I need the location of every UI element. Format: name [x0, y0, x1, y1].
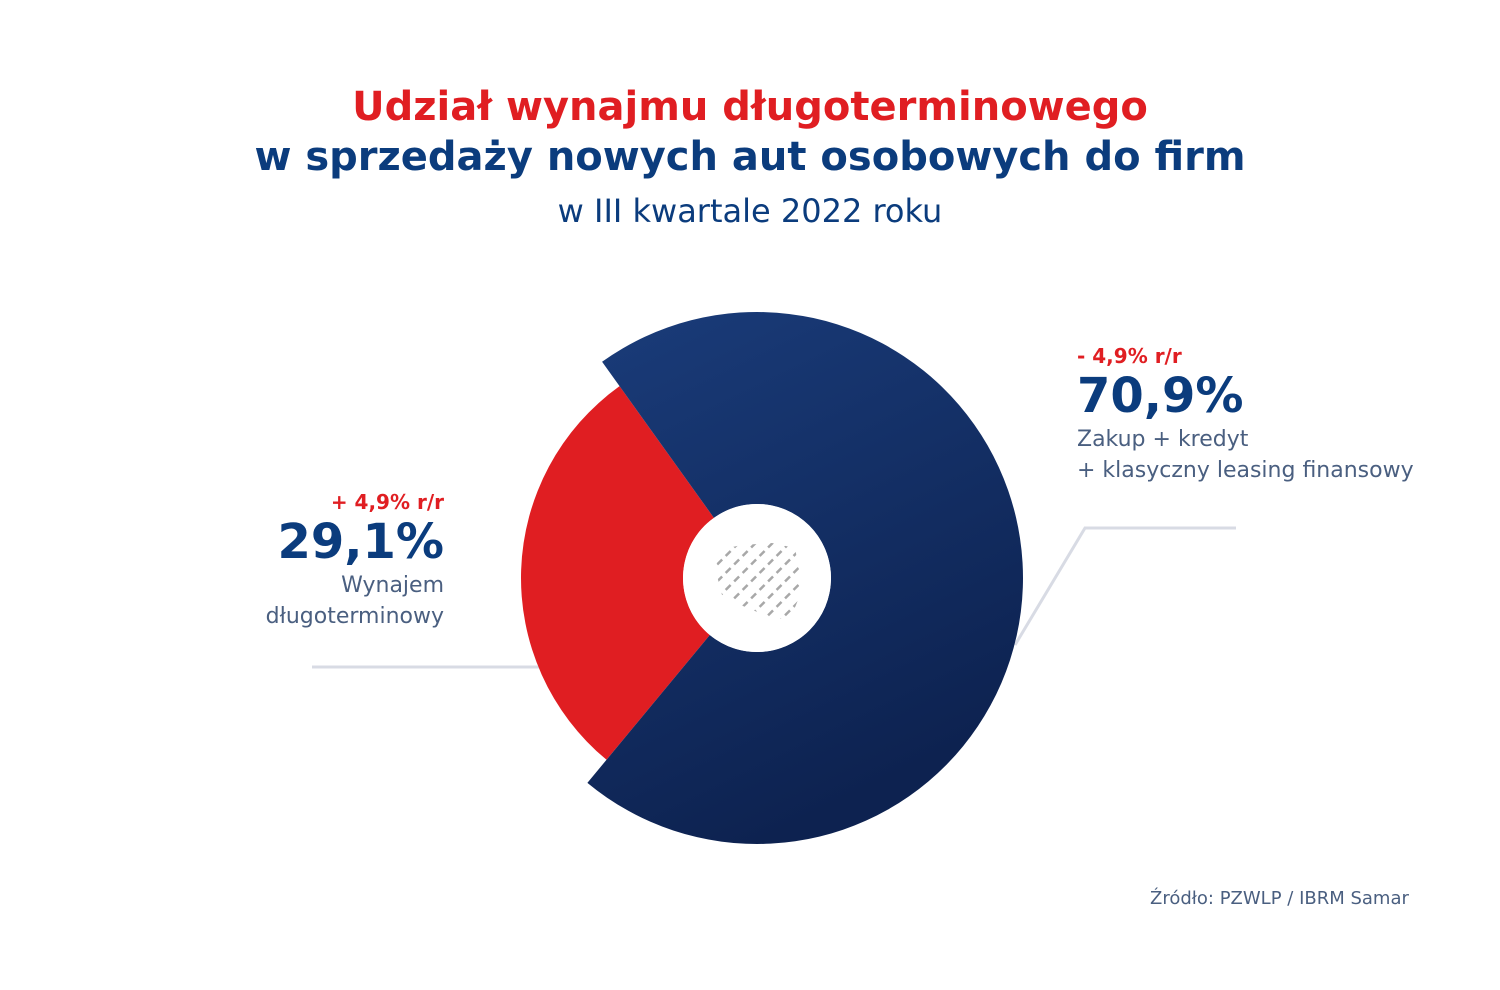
desc-line: Zakup + kredyt [1077, 427, 1249, 452]
source-note: Źródło: PZWLP / IBRM Samar [1150, 888, 1409, 909]
desc-line: długoterminowy [265, 604, 444, 629]
change-label: - 4,9% r/r [1077, 344, 1182, 368]
slice-label-purchase: - 4,9% r/r 70,9% Zakup + kredyt + klasyc… [1077, 344, 1414, 486]
desc-line: Wynajem [341, 573, 444, 598]
chart-title-line2: w sprzedaży nowych aut osobowych do firm [254, 134, 1246, 180]
chart-subtitle: w III kwartale 2022 roku [557, 192, 943, 230]
value-label: 29,1% [277, 514, 444, 570]
value-label: 70,9% [1077, 368, 1244, 424]
slice-label-rental: + 4,9% r/r 29,1% Wynajem długoterminowy [266, 490, 444, 632]
desc-line: + klasyczny leasing finansowy [1077, 458, 1414, 483]
chart-title-line1: Udział wynajmu długoterminowego [352, 84, 1148, 130]
pie-slice-purchase [587, 312, 1023, 845]
pie-slice-rental [521, 386, 714, 760]
change-label: + 4,9% r/r [330, 490, 444, 514]
poland-map-icon [716, 543, 800, 620]
leader-line-right [1013, 526, 1236, 646]
